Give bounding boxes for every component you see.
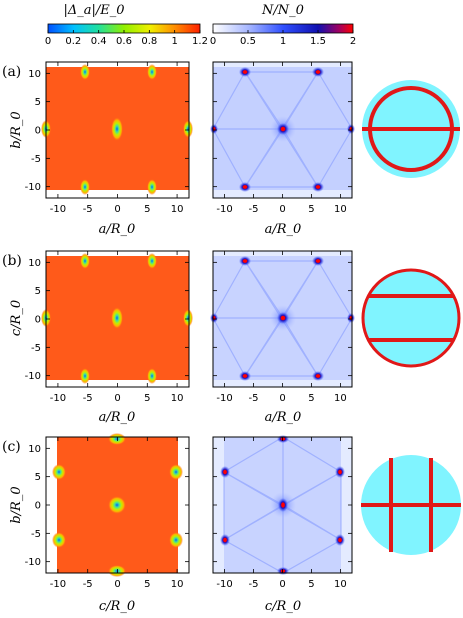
x-tick-label: 0 — [279, 204, 285, 215]
y-tick-label: -5 — [31, 529, 41, 540]
dos-map-a — [210, 61, 355, 199]
x-tick-label: -5 — [249, 204, 259, 215]
colorbar-tick-label: 0 — [210, 36, 216, 47]
colorbar-tick-label: 2 — [350, 36, 356, 47]
xlabel-a-right: a/R_0 — [265, 222, 302, 237]
x-tick-label: 0 — [114, 579, 120, 590]
x-tick-label: 5 — [144, 204, 150, 215]
panel-label-b: (b) — [2, 253, 22, 269]
x-tick-label: -5 — [249, 393, 259, 404]
y-tick-label: -5 — [31, 154, 41, 165]
x-tick-label: -10 — [50, 579, 66, 590]
x-tick-label: -10 — [50, 393, 66, 404]
gap-map-c — [45, 433, 190, 577]
panel-label-c: (c) — [2, 439, 21, 455]
y-tick-label: 10 — [28, 258, 41, 269]
sphere-b — [361, 268, 461, 368]
y-tick-label: -10 — [25, 557, 41, 568]
gap-map-a — [41, 61, 193, 199]
dos-map-b — [210, 250, 355, 388]
y-tick-label: 5 — [35, 286, 41, 297]
colorbar-tick-label: 1 — [171, 36, 177, 47]
xlabel-c-left: c/R_0 — [99, 599, 135, 614]
colorbar-tick-label: 0 — [45, 36, 51, 47]
x-tick-label: -10 — [216, 204, 232, 215]
colorbar-tick-label: 1.5 — [310, 36, 326, 47]
x-tick-label: 5 — [144, 579, 150, 590]
x-tick-label: 0 — [114, 204, 120, 215]
x-tick-label: -10 — [216, 579, 232, 590]
y-tick-label: 5 — [35, 472, 41, 483]
y-tick-label: -10 — [25, 371, 41, 382]
colorbar-gap-title: |Δ_a|/E_0 — [63, 3, 124, 18]
colorbar-tick-label: 0.6 — [116, 36, 132, 47]
x-tick-label: 10 — [334, 579, 347, 590]
dos-map-c — [212, 435, 353, 575]
y-tick-label: 0 — [35, 126, 41, 137]
x-tick-label: 5 — [308, 204, 314, 215]
xlabel-b-left: a/R_0 — [99, 410, 136, 425]
y-tick-label: 5 — [35, 97, 41, 108]
sphere-c — [361, 455, 461, 555]
xlabel-b-right: a/R_0 — [265, 410, 302, 425]
x-tick-label: 5 — [308, 579, 314, 590]
x-tick-label: -5 — [83, 204, 93, 215]
ylabel-c: b/R_0 — [9, 486, 24, 523]
x-tick-label: -10 — [50, 204, 66, 215]
x-tick-label: 5 — [308, 393, 314, 404]
colorbar-dos: N/N_0 0 0.5 1 1.5 2 — [210, 3, 356, 47]
colorbar-tick-label: 1.2 — [192, 36, 208, 47]
x-tick-label: 0 — [279, 393, 285, 404]
y-tick-label: 0 — [35, 315, 41, 326]
sphere-a — [362, 80, 460, 178]
x-tick-label: -5 — [249, 579, 259, 590]
colorbar-tick-label: 0.5 — [240, 36, 256, 47]
colorbar-dos-title: N/N_0 — [261, 3, 304, 18]
y-tick-label: -10 — [25, 182, 41, 193]
y-tick-label: -5 — [31, 343, 41, 354]
x-tick-label: 5 — [144, 393, 150, 404]
x-tick-label: 10 — [171, 204, 184, 215]
xlabel-c-right: c/R_0 — [265, 599, 301, 614]
y-tick-label: 10 — [28, 444, 41, 455]
x-tick-label: 10 — [334, 393, 347, 404]
y-tick-label: 10 — [28, 69, 41, 80]
colorbar-tick-label: 0.8 — [141, 36, 157, 47]
colorbar-tick-label: 0.2 — [65, 36, 81, 47]
x-tick-label: 10 — [171, 579, 184, 590]
x-tick-label: 10 — [334, 204, 347, 215]
panel-label-a: (a) — [2, 64, 21, 80]
x-tick-label: 0 — [279, 579, 285, 590]
x-tick-label: -5 — [83, 579, 93, 590]
ylabel-b: c/R_0 — [9, 300, 24, 336]
colorbar-tick-label: 0.4 — [91, 36, 107, 47]
xlabel-a-left: a/R_0 — [99, 222, 136, 237]
colorbar-gap: |Δ_a|/E_0 0 0.2 0.4 0.6 0.8 1 1.2 — [45, 3, 208, 47]
x-tick-label: -10 — [216, 393, 232, 404]
x-tick-label: 0 — [114, 393, 120, 404]
gap-map-b — [41, 250, 193, 388]
colorbar-tick-label: 1 — [280, 36, 286, 47]
ylabel-a: b/R_0 — [9, 111, 24, 148]
x-tick-label: -5 — [83, 393, 93, 404]
x-tick-label: 10 — [171, 393, 184, 404]
y-tick-label: 0 — [35, 501, 41, 512]
